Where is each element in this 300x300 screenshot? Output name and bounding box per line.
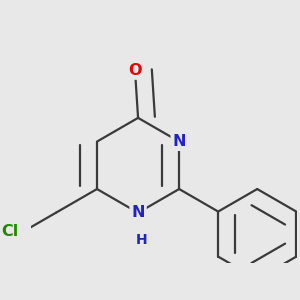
Text: N: N xyxy=(131,205,145,220)
Text: H: H xyxy=(135,232,147,247)
Text: Cl: Cl xyxy=(1,224,18,239)
Text: O: O xyxy=(128,63,142,78)
Text: N: N xyxy=(172,134,186,149)
